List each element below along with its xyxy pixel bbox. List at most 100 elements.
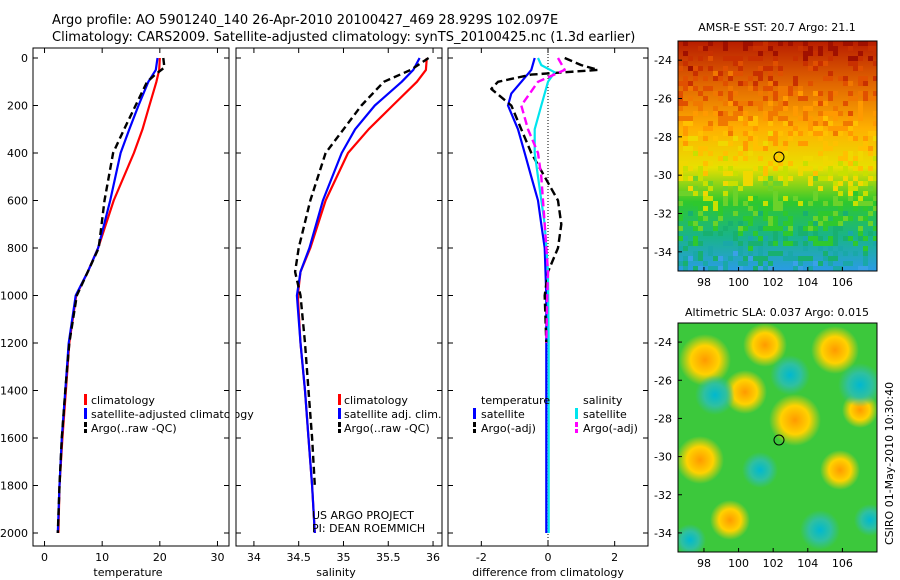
- depth-tick-label: 1200: [0, 337, 28, 350]
- salinity-panel-frame: [235, 47, 443, 547]
- temperature-legend: climatology satellite-adjusted climatolo…: [84, 394, 254, 435]
- temperature-series-group: [56, 57, 166, 534]
- sla-heatmap: [678, 323, 877, 552]
- legend-label-climatology: climatology: [344, 394, 408, 407]
- depth-tick-label: 0: [21, 52, 28, 65]
- sla-map-lat-tick: -34: [654, 527, 672, 540]
- legend-label-argo: Argo(..raw -QC): [344, 422, 430, 435]
- sla-map-lat-tick: -30: [654, 451, 672, 464]
- sla-map-lat-tick: -32: [654, 489, 672, 502]
- depth-tick-label: 2000: [0, 527, 28, 540]
- salinity-xtick-label: 35: [336, 551, 350, 564]
- legend-label-sal-satellite: satellite: [583, 408, 627, 421]
- legend-swatch-argo: [84, 422, 87, 427]
- sst-map-title: AMSR-E SST: 20.7 Argo: 21.1: [698, 21, 856, 34]
- salinity-series-climatology: [296, 57, 428, 534]
- legend-swatch-satellite: [84, 408, 87, 419]
- sla-map-lon-tick: 100: [728, 557, 749, 570]
- sst-heatmap: [678, 41, 877, 271]
- sla-map-lon-tick: 104: [797, 557, 818, 570]
- difference-xlabel: difference from climatology: [472, 566, 624, 579]
- difference-series-salinity-argo-adj: [520, 57, 566, 344]
- difference-series-temperature-argo-adj: [490, 56, 600, 344]
- depth-tick-label: 1600: [0, 432, 28, 445]
- legend-title-temperature: temperature: [481, 394, 550, 407]
- salinity-xtick-label: 35.5: [376, 551, 401, 564]
- sst-map-lat-tick: -28: [654, 131, 672, 144]
- depth-tick-label: 400: [7, 147, 28, 160]
- legend-swatch-climatology: [84, 394, 87, 405]
- legend-swatch-climatology: [338, 394, 341, 405]
- sla-argo-location-marker: [773, 434, 785, 446]
- sla-map-lat-tick: -26: [654, 374, 672, 387]
- salinity-series-argo-raw-qc: [293, 57, 430, 486]
- sla-map-title: Altimetric SLA: 0.037 Argo: 0.015: [685, 306, 869, 319]
- temperature-xtick-label: 0: [41, 551, 48, 564]
- figure-title-line1: Argo profile: AO 5901240_140 26-Apr-2010…: [52, 13, 559, 28]
- depth-tick-label: 1000: [0, 290, 28, 303]
- sst-map-lon-tick: 106: [832, 276, 853, 289]
- sst-map-lat-tick: -24: [654, 54, 672, 67]
- sst-map-lon-tick: 102: [763, 276, 784, 289]
- figure-title-line2: Climatology: CARS2009. Satellite-adjuste…: [52, 30, 636, 45]
- sla-map-lon-tick: 106: [832, 557, 853, 570]
- depth-tick-label: 600: [7, 195, 28, 208]
- temperature-xtick-label: 30: [210, 551, 224, 564]
- sla-map-lon-tick: 102: [763, 557, 784, 570]
- difference-legend: temperature salinity satellite Argo(-adj…: [473, 394, 638, 435]
- sla-map-frame: [677, 322, 878, 553]
- difference-xtick-label: -2: [476, 551, 487, 564]
- sst-map-lat-tick: -32: [654, 208, 672, 221]
- legend-label-temp-satellite: satellite: [481, 408, 525, 421]
- legend-swatch-temp-satellite: [473, 408, 476, 419]
- difference-series-group: [490, 48, 600, 546]
- sla-map-lat-tick: -28: [654, 412, 672, 425]
- depth-tick-label: 200: [7, 100, 28, 113]
- sst-map-frame: [677, 40, 878, 272]
- sst-map-lon-tick: 98: [697, 276, 711, 289]
- sst-map-lon-tick: 104: [797, 276, 818, 289]
- legend-swatch-temp-argo: [473, 422, 476, 427]
- difference-xtick-label: 2: [611, 551, 618, 564]
- legend-label-satellite: satellite-adjusted climatology: [91, 408, 254, 421]
- difference-series-salinity-satellite: [533, 57, 556, 533]
- legend-swatch-argo: [338, 422, 341, 427]
- sla-map-lon-tick: 98: [697, 557, 711, 570]
- sla-map-lat-tick: -24: [654, 336, 672, 349]
- salinity-legend: climatology satellite adj. clim. Argo(..…: [338, 394, 441, 435]
- legend-swatch-satellite: [338, 408, 341, 419]
- legend-swatch-sal-argo: [575, 422, 578, 427]
- pi-annotation: PI: DEAN ROEMMICH: [312, 522, 425, 535]
- axes-group: 0 10 20 30 0 200 400 600 800 1000 1200 1400 1600 1800…: [0, 48, 648, 564]
- depth-tick-label: 800: [7, 242, 28, 255]
- temperature-panel-frame: [32, 47, 230, 547]
- sst-map-lon-tick: 100: [728, 276, 749, 289]
- salinity-series-satellite-adj-clim: [295, 57, 421, 534]
- temperature-series-argo-raw-qc: [56, 57, 166, 534]
- temperature-series-climatology: [57, 57, 161, 534]
- salinity-xtick-label: 34: [247, 551, 261, 564]
- sst-map-lat-tick: -30: [654, 169, 672, 182]
- legend-swatch-sal-satellite: [575, 408, 578, 419]
- sst-map-lat-tick: -34: [654, 246, 672, 259]
- csiro-credit: CSIRO 01-May-2010 10:30:40: [883, 382, 896, 545]
- map-axes-group: 98 100 102 104 106 -24 -26 -28 -30 -32 -34 98 100 102…: [654, 54, 853, 570]
- legend-label-satellite: satellite adj. clim.: [344, 408, 441, 421]
- legend-label-temp-argo: Argo(-adj): [481, 422, 536, 435]
- sst-argo-location-marker: [773, 151, 785, 163]
- temperature-xlabel: temperature: [93, 566, 162, 579]
- project-annotation: US ARGO PROJECT: [312, 509, 414, 522]
- temperature-xtick-label: 20: [153, 551, 167, 564]
- salinity-xlabel: salinity: [316, 566, 356, 579]
- depth-tick-label: 1800: [0, 480, 28, 493]
- legend-title-salinity: salinity: [583, 394, 623, 407]
- salinity-series-group: [293, 57, 430, 534]
- salinity-xtick-label: 34.5: [286, 551, 311, 564]
- temperature-xtick-label: 10: [95, 551, 109, 564]
- legend-label-sal-argo: Argo(-adj): [583, 422, 638, 435]
- salinity-xtick-label: 36: [426, 551, 440, 564]
- depth-tick-label: 1400: [0, 385, 28, 398]
- legend-label-climatology: climatology: [91, 394, 155, 407]
- legend-label-argo: Argo(..raw -QC): [91, 422, 177, 435]
